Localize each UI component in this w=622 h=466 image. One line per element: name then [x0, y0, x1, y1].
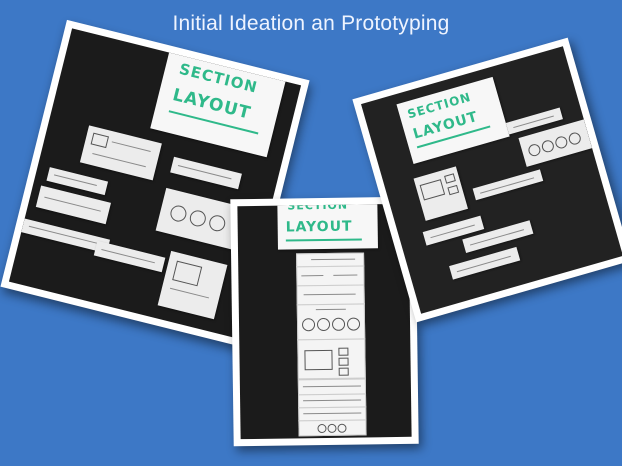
layout-section-nav [296, 265, 365, 287]
sketch-circle [316, 317, 331, 332]
center-photo-board: SECTION LAYOUT [237, 203, 412, 440]
sketch-circle [567, 131, 583, 146]
slide-title: Initial Ideation an Prototyping [172, 12, 450, 35]
sketch-card [170, 156, 242, 190]
sketch-card [157, 250, 228, 320]
sketch-circle [207, 213, 227, 233]
sketch-line [303, 412, 362, 415]
sketch-line [111, 141, 151, 152]
layout-section-footer [298, 419, 367, 437]
sketch-circle [301, 318, 316, 332]
sketch-line [169, 287, 210, 299]
sketch-circle [168, 203, 189, 224]
sketch-line [469, 229, 525, 246]
sketch-card [472, 169, 544, 201]
sketch-line [303, 293, 356, 296]
sketch-laptop [419, 179, 446, 201]
section-layout-card: SECTION LAYOUT [396, 76, 510, 165]
sketch-box [444, 173, 456, 184]
sketch-line [513, 115, 554, 129]
sketch-circle [337, 423, 347, 433]
section-layout-card: SECTION LAYOUT [150, 52, 286, 158]
sketch-circle [188, 208, 208, 229]
sketch-box [338, 357, 349, 366]
sketch-box [338, 347, 349, 356]
sketch-card [93, 240, 166, 273]
sketch-circle [317, 423, 327, 434]
sketch-card [155, 187, 242, 250]
sketch-line [315, 308, 346, 311]
sketch-card [79, 125, 162, 181]
sketch-line [311, 258, 356, 261]
layout-section-content [296, 284, 365, 306]
sketch-laptop [304, 349, 333, 371]
sketch-line [92, 152, 146, 168]
sketch-box [338, 367, 349, 376]
sketch-line [303, 399, 362, 402]
sketch-box [90, 132, 110, 149]
sketch-line [456, 255, 511, 273]
layout-section-product [297, 338, 366, 380]
sketch-line [28, 225, 97, 244]
sketch-line [302, 385, 361, 388]
sketch-circle [553, 135, 569, 150]
card-underline [285, 238, 362, 242]
sketch-card [449, 246, 521, 280]
sketch-circle [526, 142, 542, 158]
sketch-line [333, 274, 358, 276]
card-heading-section: SECTION [287, 203, 349, 213]
sketch-box [172, 260, 203, 287]
sketch-line [301, 275, 324, 277]
sketch-circle [346, 317, 361, 331]
sketch-box [447, 184, 460, 196]
sketch-line [480, 177, 535, 194]
sketch-circle [327, 423, 337, 433]
card-heading-layout: LAYOUT [285, 218, 353, 236]
sketch-line [430, 224, 475, 239]
sketch-line [101, 249, 155, 264]
sketch-circle [331, 317, 346, 331]
section-layout-card: SECTION LAYOUT [277, 203, 378, 250]
sketch-line [177, 165, 232, 180]
layout-section-features [296, 303, 366, 341]
sketch-circle [540, 138, 556, 154]
sketch-line [53, 174, 97, 186]
sketch-line [44, 196, 101, 212]
sketch-card [413, 166, 468, 221]
